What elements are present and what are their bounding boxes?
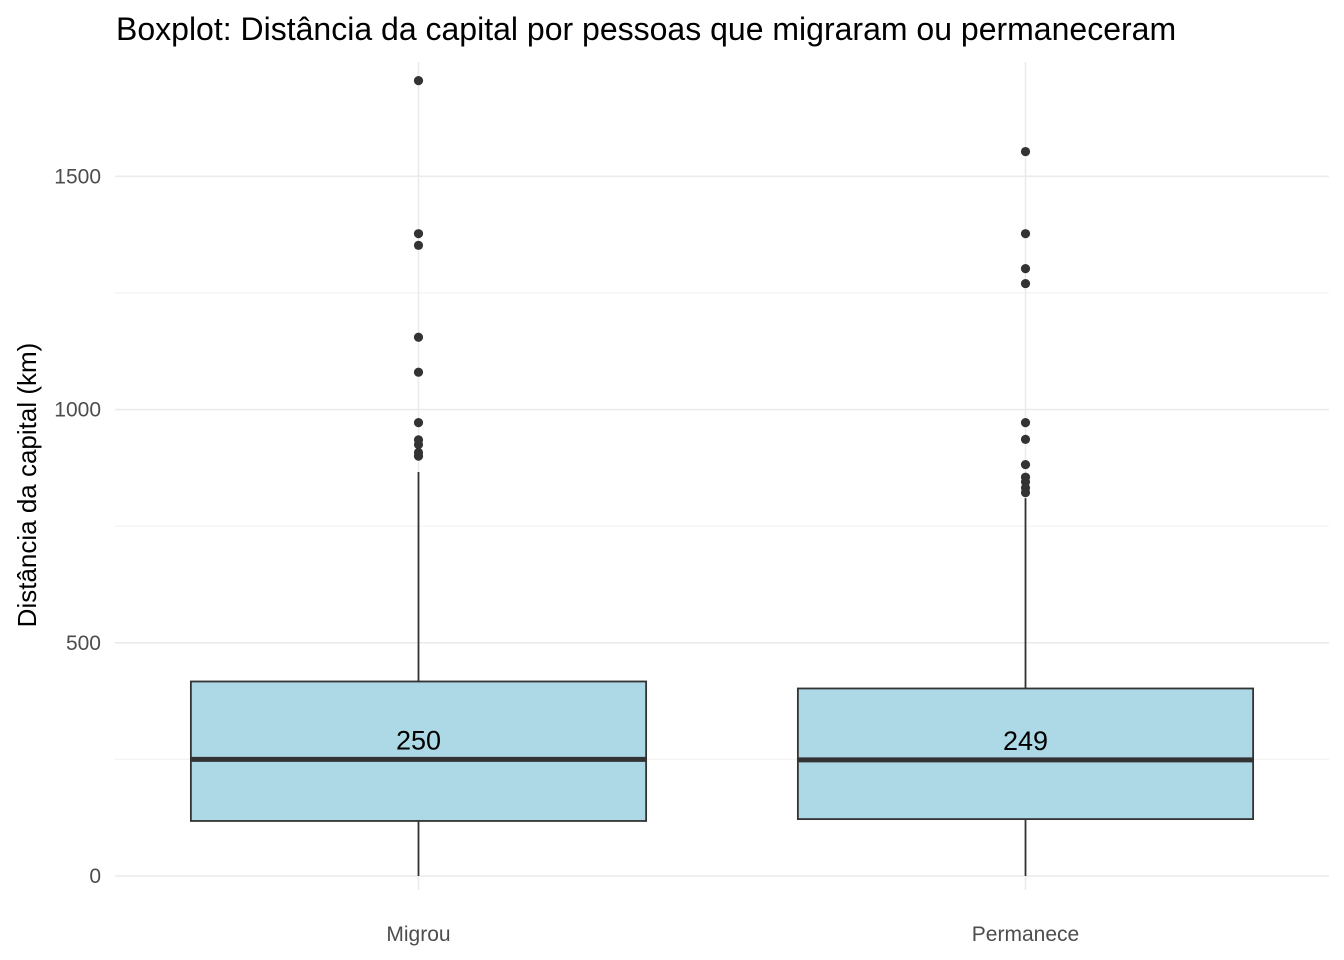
outlier-point: [413, 76, 424, 86]
outlier-point: [413, 332, 424, 342]
median-label: 250: [396, 725, 441, 755]
outlier-point: [1020, 487, 1031, 498]
outlier-point: [1020, 434, 1031, 444]
outlier-point: [413, 451, 424, 461]
box-iqr: [796, 687, 1255, 820]
x-tick-label: Permanece: [972, 923, 1079, 946]
outlier-point: [413, 229, 424, 239]
box-migrou: 250: [189, 76, 648, 877]
x-tick-label: Migrou: [386, 923, 450, 946]
outlier-point: [413, 417, 424, 428]
outlier-point: [1020, 417, 1031, 428]
box-iqr: [189, 680, 648, 822]
outlier-point: [1020, 229, 1031, 239]
outlier-point: [413, 367, 424, 377]
y-axis-ticks: 0 500 1000 1500: [54, 165, 101, 888]
outlier-point: [1020, 264, 1031, 274]
box-permanece: 249: [796, 146, 1255, 877]
y-tick-label: 0: [89, 865, 101, 888]
outlier-point: [1020, 146, 1031, 157]
x-axis-ticks: Migrou Permanece: [386, 923, 1079, 946]
outlier-point: [413, 240, 424, 250]
y-tick-label: 1500: [54, 165, 101, 188]
outlier-point: [1020, 278, 1031, 289]
median-label: 249: [1003, 726, 1048, 756]
boxes: 250 249: [189, 76, 1255, 877]
chart-title: Boxplot: Distância da capital por pessoa…: [116, 11, 1176, 47]
outlier-point: [1020, 459, 1031, 470]
outlier-point: [413, 439, 424, 450]
y-axis-label: Distância da capital (km): [12, 343, 42, 628]
y-tick-label: 1000: [54, 399, 101, 422]
y-tick-label: 500: [66, 632, 101, 655]
